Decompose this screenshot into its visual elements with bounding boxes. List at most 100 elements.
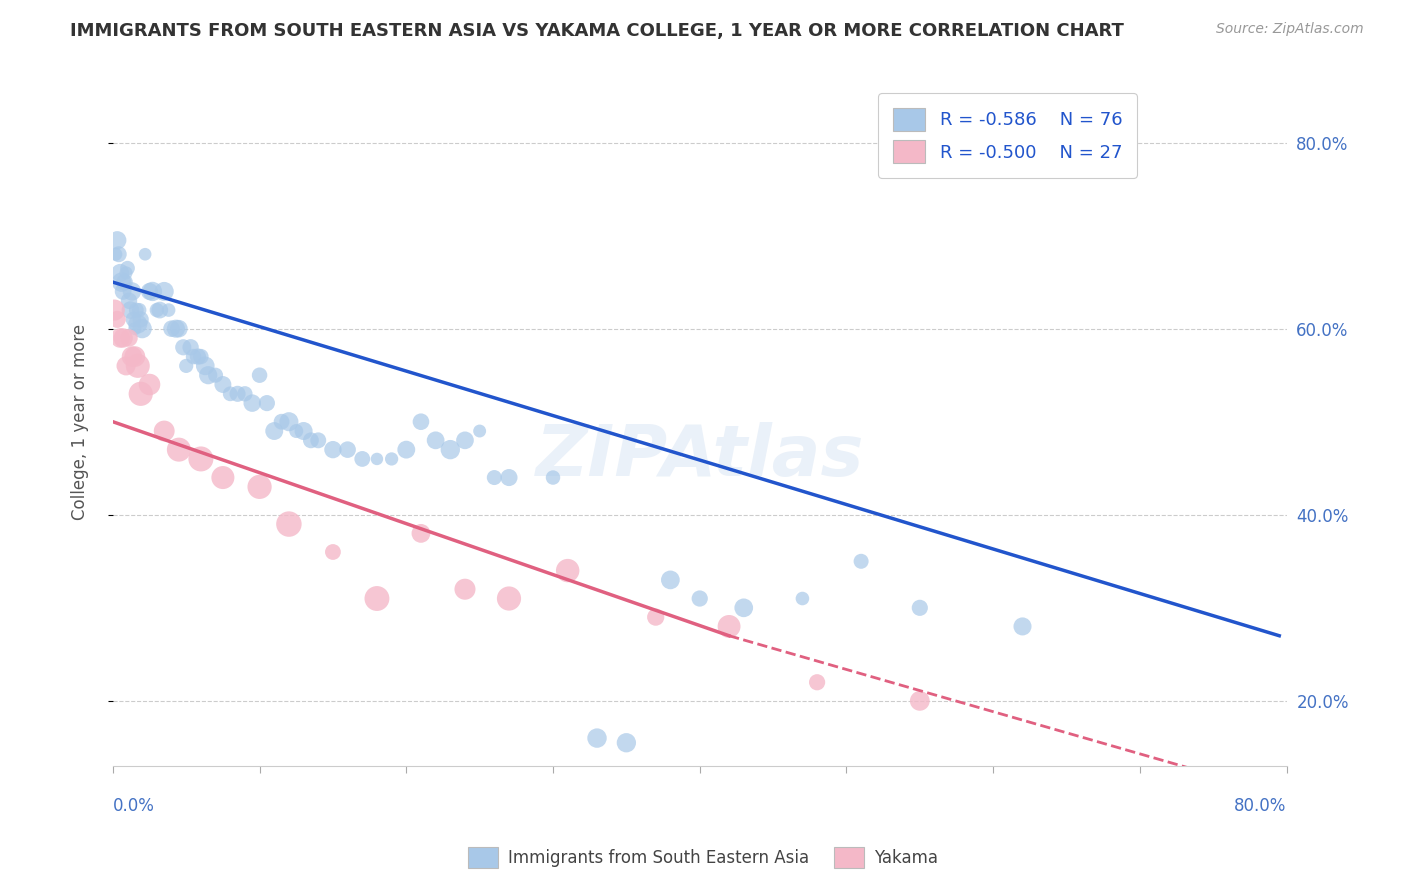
Point <box>167 321 190 335</box>
Point <box>498 591 520 606</box>
Point <box>806 675 828 690</box>
Point <box>263 424 285 438</box>
Text: 80.0%: 80.0% <box>1234 797 1286 814</box>
Point <box>111 275 134 289</box>
Point <box>167 442 190 457</box>
Point <box>849 554 872 568</box>
Point <box>127 317 149 331</box>
Point <box>117 261 139 276</box>
Point <box>468 424 491 438</box>
Point <box>270 415 292 429</box>
Point <box>908 600 931 615</box>
Point <box>108 331 131 345</box>
Point <box>131 321 153 335</box>
Point <box>336 442 359 457</box>
Point <box>792 591 814 606</box>
Point <box>118 293 141 308</box>
Point <box>395 442 418 457</box>
Point <box>129 312 152 326</box>
Point <box>197 368 219 383</box>
Point <box>115 359 138 373</box>
Point <box>115 266 138 280</box>
Text: ZIPAtlas: ZIPAtlas <box>536 422 863 491</box>
Point <box>174 359 197 373</box>
Point <box>122 312 145 326</box>
Point <box>149 303 172 318</box>
Point <box>160 321 183 335</box>
Point <box>322 545 344 559</box>
Point <box>541 470 564 484</box>
Point <box>118 331 141 345</box>
Point <box>172 340 194 354</box>
Point <box>107 247 129 261</box>
Point <box>105 312 128 326</box>
Point <box>157 303 180 318</box>
Point <box>124 350 146 364</box>
Point <box>127 359 149 373</box>
Legend: Immigrants from South Eastern Asia, Yakama: Immigrants from South Eastern Asia, Yaka… <box>461 840 945 875</box>
Point <box>352 452 374 467</box>
Point <box>659 573 682 587</box>
Point <box>219 386 242 401</box>
Point <box>285 424 308 438</box>
Point <box>103 303 125 318</box>
Point <box>141 285 163 299</box>
Point <box>212 470 235 484</box>
Point <box>299 434 322 448</box>
Point <box>307 434 329 448</box>
Legend: R = -0.586    N = 76, R = -0.500    N = 27: R = -0.586 N = 76, R = -0.500 N = 27 <box>879 94 1136 178</box>
Point <box>233 386 256 401</box>
Point <box>366 591 388 606</box>
Text: IMMIGRANTS FROM SOUTH EASTERN ASIA VS YAKAMA COLLEGE, 1 YEAR OR MORE CORRELATION: IMMIGRANTS FROM SOUTH EASTERN ASIA VS YA… <box>70 22 1125 40</box>
Point <box>249 480 271 494</box>
Point <box>409 415 432 429</box>
Text: Source: ZipAtlas.com: Source: ZipAtlas.com <box>1216 22 1364 37</box>
Point <box>484 470 506 484</box>
Point <box>128 303 150 318</box>
Point <box>425 434 447 448</box>
Point <box>183 350 205 364</box>
Point <box>454 434 477 448</box>
Point <box>689 591 711 606</box>
Point <box>121 350 143 364</box>
Point <box>112 331 135 345</box>
Point <box>108 266 131 280</box>
Point <box>557 564 579 578</box>
Point <box>104 247 127 261</box>
Point <box>718 619 741 633</box>
Point <box>146 303 169 318</box>
Point <box>187 350 209 364</box>
Point <box>1011 619 1033 633</box>
Point <box>180 340 202 354</box>
Point <box>439 442 461 457</box>
Point <box>121 285 143 299</box>
Point <box>586 731 609 745</box>
Point <box>134 247 156 261</box>
Point <box>190 452 212 467</box>
Point <box>614 736 637 750</box>
Point <box>124 321 146 335</box>
Point <box>226 386 249 401</box>
Point <box>454 582 477 597</box>
Point <box>153 424 176 438</box>
Point <box>908 694 931 708</box>
Point <box>120 303 142 318</box>
Y-axis label: College, 1 year or more: College, 1 year or more <box>72 324 89 520</box>
Point <box>240 396 263 410</box>
Point <box>256 396 278 410</box>
Point <box>190 350 212 364</box>
Point <box>138 285 160 299</box>
Point <box>153 285 176 299</box>
Point <box>277 415 299 429</box>
Text: 0.0%: 0.0% <box>112 797 155 814</box>
Point <box>105 233 128 247</box>
Point <box>381 452 404 467</box>
Point <box>204 368 226 383</box>
Point <box>292 424 315 438</box>
Point <box>644 610 666 624</box>
Point <box>409 526 432 541</box>
Point <box>194 359 217 373</box>
Point <box>366 452 388 467</box>
Point <box>277 517 299 532</box>
Point <box>112 285 135 299</box>
